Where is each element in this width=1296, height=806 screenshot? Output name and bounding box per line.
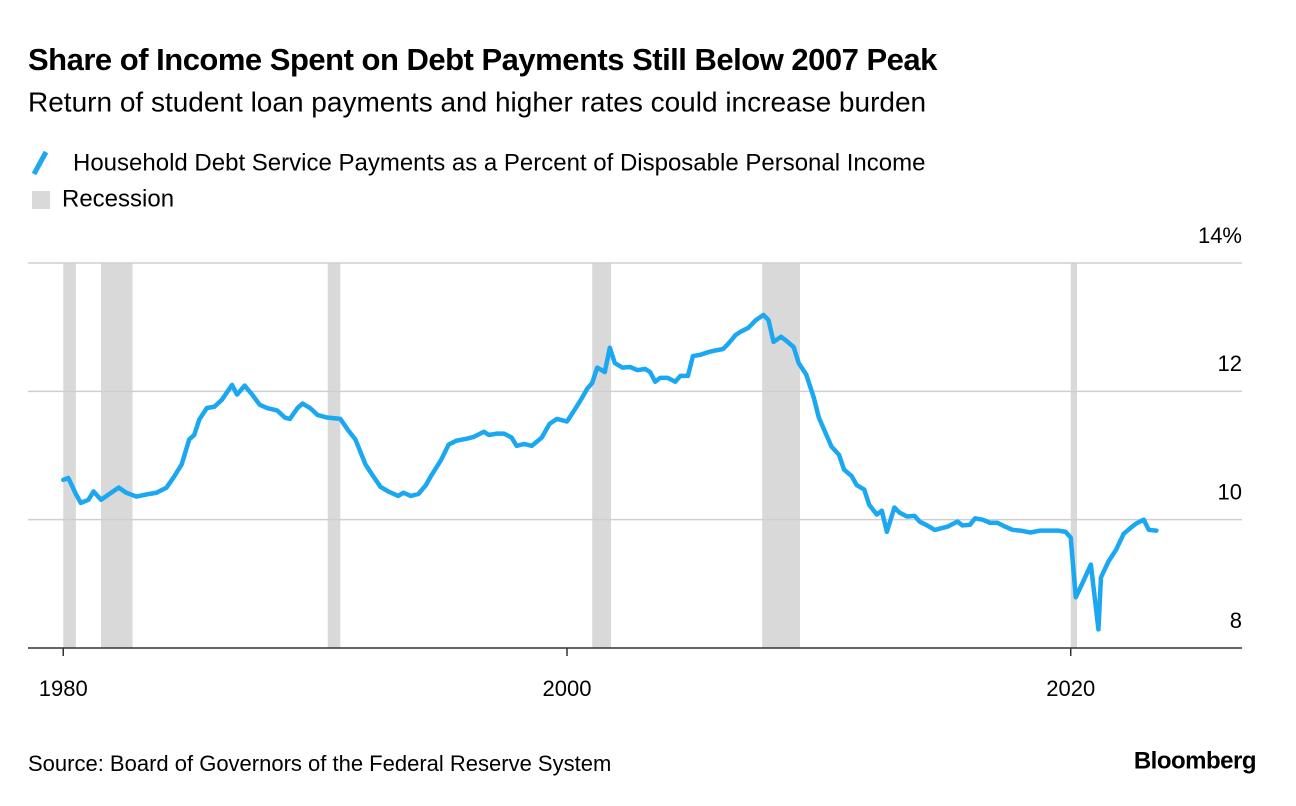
x-tick-label: 2000	[543, 676, 592, 701]
y-tick-label: 12	[1218, 351, 1242, 376]
source: Source: Board of Governors of the Federa…	[28, 751, 611, 776]
x-tick-label: 2020	[1046, 676, 1095, 701]
legend-swatch	[32, 191, 50, 209]
chart-title: Share of Income Spent on Debt Payments S…	[28, 42, 938, 77]
x-tick-label: 1980	[39, 676, 88, 701]
brand: Bloomberg	[1134, 747, 1256, 774]
recession-band	[63, 263, 76, 648]
recession-band	[592, 263, 612, 648]
legend-label: Household Debt Service Payments as a Per…	[73, 149, 925, 176]
y-tick-label: 8	[1230, 608, 1242, 633]
data-line	[61, 312, 1159, 632]
legend-label: Recession	[62, 185, 174, 212]
y-tick-label: 14%	[1198, 223, 1242, 248]
recession-band	[327, 263, 341, 648]
legend-swatch	[31, 150, 49, 176]
recession-band	[101, 263, 133, 648]
y-tick-label: 10	[1218, 479, 1242, 504]
chart-subtitle: Return of student loan payments and high…	[28, 86, 926, 117]
recession-band	[1070, 263, 1078, 648]
